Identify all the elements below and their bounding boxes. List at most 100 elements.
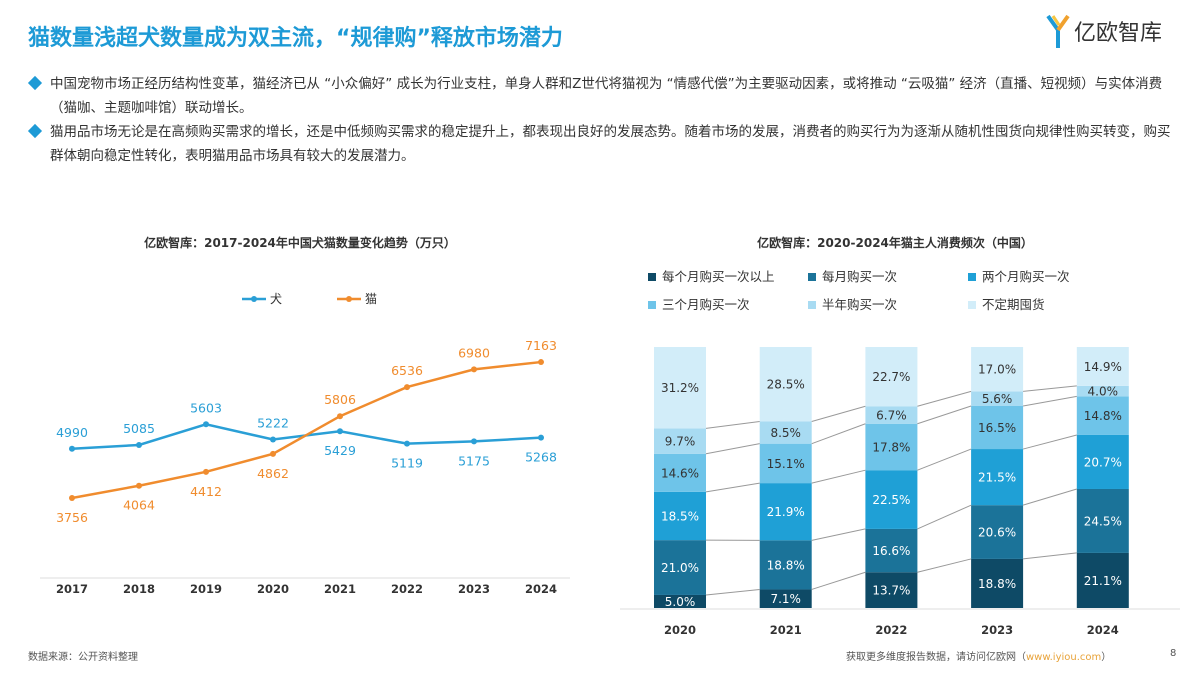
data-label: 14.9% xyxy=(1084,360,1122,374)
legend-label-0: 每个月购买一次以上 xyxy=(662,269,775,284)
x-tick-label: 2020 xyxy=(257,582,289,596)
data-label: 17.0% xyxy=(978,363,1016,377)
bar-segment xyxy=(971,347,1024,392)
data-label: 9.7% xyxy=(665,435,696,449)
data-point xyxy=(471,438,477,445)
data-label: 4.0% xyxy=(1088,385,1119,399)
bar-segment xyxy=(971,391,1024,406)
connector-line xyxy=(1023,552,1077,560)
data-point xyxy=(69,445,75,452)
connector-line xyxy=(705,588,760,596)
data-label: 20.7% xyxy=(1084,455,1122,469)
stacked-bar-chart: 亿欧智库：2020-2024年猫主人消费频次（中国） 每个月购买一次以上 每月购买… xyxy=(620,235,1180,637)
logo: 亿欧智库 xyxy=(1046,14,1162,48)
data-point xyxy=(136,482,142,489)
bar-segment xyxy=(1076,552,1129,608)
bar-segment xyxy=(759,421,812,444)
data-point xyxy=(337,428,343,435)
bar-chart-title: 亿欧智库：2020-2024年猫主人消费频次（中国） xyxy=(757,235,1033,250)
data-label: 5.6% xyxy=(982,392,1013,406)
data-label: 5119 xyxy=(391,456,423,471)
data-point xyxy=(471,366,477,373)
connector-line xyxy=(705,443,760,455)
data-label: 21.0% xyxy=(661,561,699,575)
bullet-1: 中国宠物市场正经历结构性变革，猫经济已从 “小众偏好” 成长为行业支柱，单身人群… xyxy=(27,72,1178,120)
bar-segment xyxy=(865,528,918,573)
bar-segment xyxy=(759,540,812,590)
legend-label-0: 犬 xyxy=(270,292,282,306)
bar-segment xyxy=(654,491,706,541)
logo-icon xyxy=(1046,14,1070,48)
bar-segment xyxy=(971,449,1024,506)
connector-line xyxy=(1022,434,1077,450)
x-tick-label: 2023 xyxy=(981,623,1013,637)
data-point xyxy=(538,359,544,366)
data-label: 17.8% xyxy=(872,440,910,454)
bar-segment xyxy=(759,443,812,484)
data-label: 5175 xyxy=(458,453,490,468)
bar-segment xyxy=(971,505,1024,559)
data-label: 3756 xyxy=(56,510,88,525)
bar-segment xyxy=(759,483,812,541)
data-point xyxy=(270,450,276,457)
data-label: 18.8% xyxy=(978,577,1016,591)
data-label: 4412 xyxy=(190,484,222,499)
bar-segment xyxy=(654,594,706,608)
bar-segment xyxy=(654,540,706,595)
data-label: 4990 xyxy=(56,425,88,440)
connector-line xyxy=(917,504,972,530)
data-point xyxy=(203,468,209,475)
legend-label-1: 每月购买一次 xyxy=(822,269,897,284)
legend-swatch-3 xyxy=(648,301,656,309)
data-label: 7163 xyxy=(525,338,557,353)
data-label: 5268 xyxy=(525,450,557,465)
website-link[interactable]: www.iyiou.com xyxy=(1026,652,1102,663)
data-label: 21.5% xyxy=(978,471,1016,485)
data-label: 28.5% xyxy=(767,378,805,392)
legend-swatch-5 xyxy=(968,301,976,309)
legend-swatch-0 xyxy=(648,273,656,281)
data-label: 15.1% xyxy=(767,457,805,471)
data-label: 16.5% xyxy=(978,421,1016,435)
data-label: 4862 xyxy=(257,466,289,481)
x-tick-label: 2023 xyxy=(458,582,490,596)
data-label: 5806 xyxy=(324,392,356,407)
bar-segment xyxy=(654,347,706,429)
bar-segment xyxy=(865,406,918,424)
data-label: 5429 xyxy=(324,443,356,458)
data-point xyxy=(538,434,544,441)
page-title: 猫数量浅超犬数量成为双主流，“规律购”释放市场潜力 xyxy=(28,26,563,51)
bar-segment xyxy=(1076,434,1129,489)
connector-line xyxy=(1023,385,1077,392)
x-tick-label: 2024 xyxy=(525,582,557,596)
connector-line xyxy=(811,405,866,422)
series-line-1 xyxy=(71,360,542,500)
line-chart-title: 亿欧智库：2017-2024年中国犬猫数量变化趋势（万只） xyxy=(144,235,456,250)
data-label: 6980 xyxy=(458,345,490,360)
data-label: 20.6% xyxy=(978,526,1016,540)
data-label: 13.7% xyxy=(872,584,910,598)
data-label: 22.7% xyxy=(872,370,910,384)
bar-segment xyxy=(1076,385,1129,397)
legend-label-5: 不定期囤货 xyxy=(982,297,1045,312)
bar-segment xyxy=(654,453,706,492)
line-chart: 亿欧智库：2017-2024年中国犬猫数量变化趋势（万只） 犬 猫 4990 508… xyxy=(40,235,570,596)
data-label: 14.8% xyxy=(1084,409,1122,423)
bar-segment xyxy=(865,572,918,608)
x-tick-label: 2019 xyxy=(190,582,222,596)
connector-line xyxy=(811,528,866,541)
connector-line xyxy=(811,423,866,445)
legend-marker-0 xyxy=(251,296,257,302)
bar-segment xyxy=(1076,347,1129,386)
data-label: 22.5% xyxy=(872,493,910,507)
bar-segment xyxy=(971,405,1024,450)
legend-swatch-4 xyxy=(808,301,816,309)
bar-segment xyxy=(971,558,1024,608)
data-label: 31.2% xyxy=(661,381,699,395)
x-tick-label: 2021 xyxy=(770,623,802,637)
bar-segment xyxy=(865,347,918,407)
connector-line xyxy=(917,448,972,471)
legend-label-1: 猫 xyxy=(365,292,377,306)
logo-text: 亿欧智库 xyxy=(1074,21,1163,46)
x-tick-label: 2022 xyxy=(875,623,907,637)
